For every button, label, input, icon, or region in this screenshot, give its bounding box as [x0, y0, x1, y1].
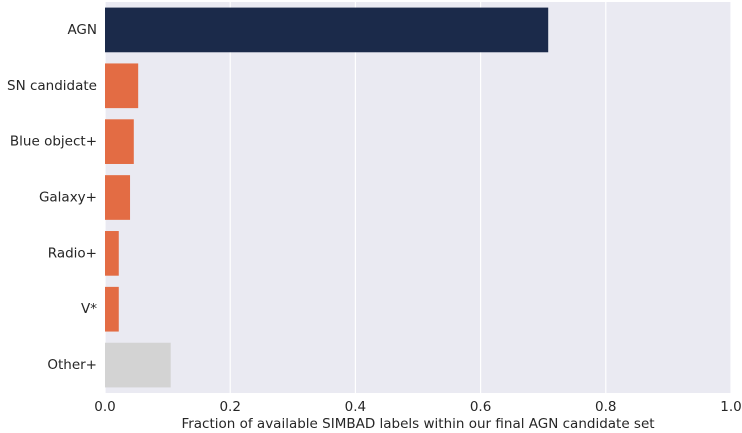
- bar: [105, 231, 119, 276]
- x-tick-label: 0.0: [94, 399, 115, 415]
- x-tick-label: 0.2: [219, 399, 240, 415]
- y-tick-label: AGN: [67, 22, 97, 38]
- x-axis-label: Fraction of available SIMBAD labels with…: [181, 416, 654, 432]
- y-tick-label: SN candidate: [7, 78, 97, 94]
- bar: [105, 63, 139, 109]
- y-tick-label: Galaxy+: [39, 190, 97, 206]
- y-tick-label: Radio+: [48, 245, 97, 261]
- y-tick-label: Blue object+: [10, 134, 97, 150]
- bar: [105, 175, 131, 220]
- x-tick-label: 0.4: [345, 399, 366, 415]
- bar: [105, 342, 171, 388]
- bar: [105, 119, 134, 164]
- x-tick-label: 1.0: [720, 399, 741, 415]
- y-tick-label: V*: [81, 301, 97, 317]
- x-tick-label: 0.8: [595, 399, 616, 415]
- plot-background: [105, 2, 731, 393]
- x-tick-label: 0.6: [470, 399, 491, 415]
- bar: [105, 7, 549, 53]
- y-tick-label: Other+: [47, 357, 97, 373]
- bar: [105, 286, 119, 332]
